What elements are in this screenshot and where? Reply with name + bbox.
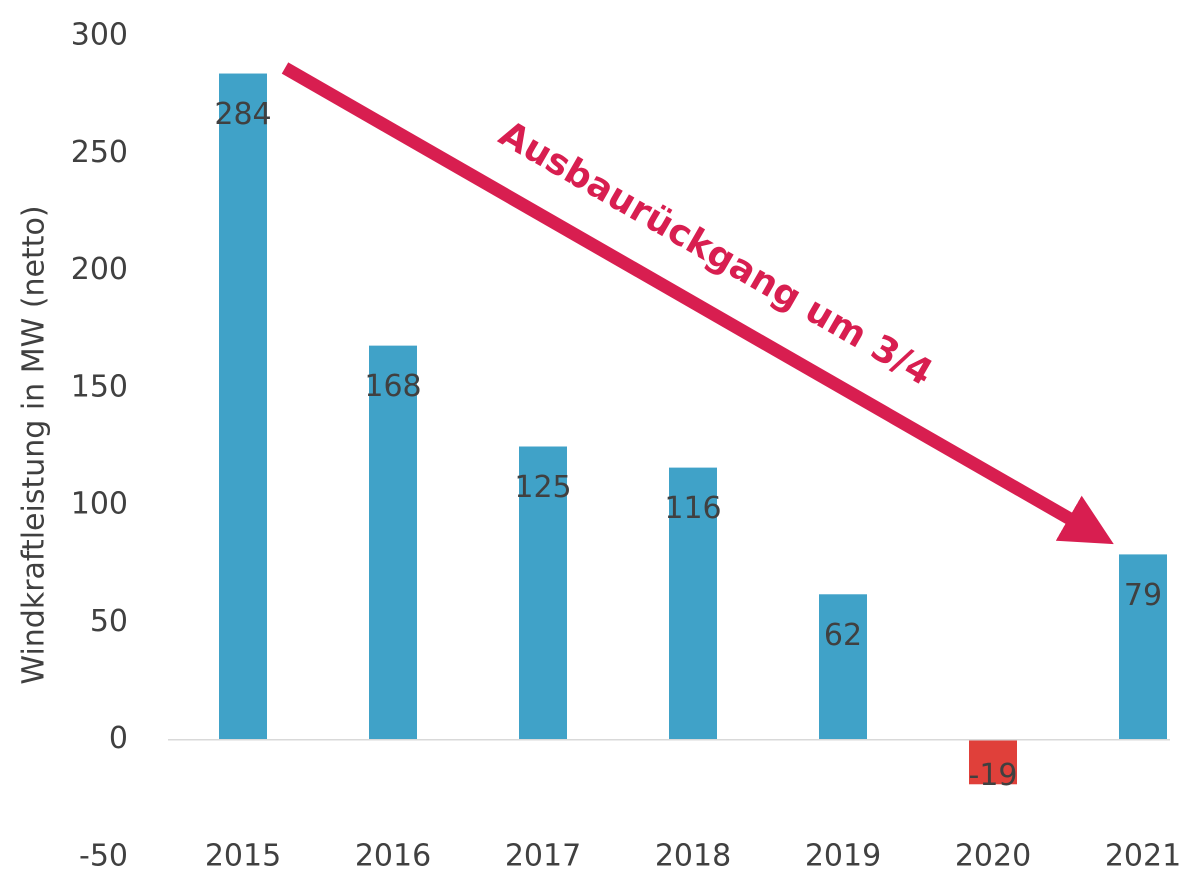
x-tick-label: 2020 (955, 839, 1031, 873)
x-tick-label: 2018 (655, 839, 731, 873)
data-label: -19 (969, 758, 1018, 793)
y-tick-label: 250 (71, 135, 128, 170)
y-tick-label: 100 (71, 487, 128, 522)
data-label: 125 (514, 470, 571, 505)
annotation: Ausbaurückgang um 3/4 (492, 113, 939, 394)
y-axis-label: Windkraftleistung in MW (netto) (17, 205, 52, 684)
bar (819, 594, 867, 740)
y-tick-label: 150 (71, 369, 128, 404)
y-tick-label: 50 (90, 604, 128, 639)
data-label: 168 (364, 369, 421, 404)
y-tick-label: 300 (71, 18, 128, 53)
bar (219, 73, 267, 740)
trend-arrow (281, 62, 1114, 545)
data-label: 79 (1124, 578, 1162, 613)
x-tick-label: 2016 (355, 839, 431, 873)
x-tick-label: 2021 (1105, 839, 1181, 873)
bar (519, 446, 567, 740)
data-label: 62 (824, 618, 862, 653)
bar (669, 467, 717, 740)
bar (969, 739, 1017, 785)
y-tick-label: -50 (79, 839, 128, 873)
y-tick-label: 200 (71, 252, 128, 287)
bar (369, 345, 417, 740)
x-tick-label: 2019 (805, 839, 881, 873)
data-label: 284 (214, 97, 271, 132)
bar (1119, 554, 1167, 740)
x-tick-label: 2017 (505, 839, 581, 873)
data-label: 116 (664, 491, 721, 526)
x-tick-label: 2015 (205, 839, 281, 873)
y-tick-label: 0 (109, 721, 128, 756)
